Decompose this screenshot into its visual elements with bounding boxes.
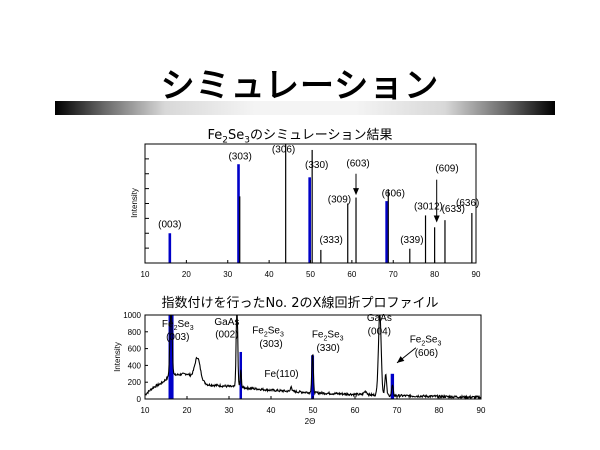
xrd-axes: 0 200 400 600 800 1000 10 20 30 40 50 60 70 80 90 — [123, 311, 486, 415]
peak-index-label: (603) — [346, 159, 369, 170]
peak-index-label: (333) — [320, 235, 343, 246]
xrd-annotations: Fe2Se3(003)GaAs(002) Fe2Se3(303)Fe(110)Fe… — [162, 313, 442, 380]
peak-annotation: (303) — [259, 339, 282, 350]
peak-index-label: (633) — [442, 204, 465, 215]
x-tick-label: 20 — [182, 270, 191, 279]
x-tick-label: 60 — [351, 406, 360, 415]
x-tick-label: 80 — [430, 270, 439, 279]
simulation-axes: 10 20 30 40 50 60 70 80 90 — [141, 143, 481, 279]
x-tick-label: 40 — [267, 406, 276, 415]
x-tick-label: 70 — [393, 406, 402, 415]
y-tick-label: 0 — [137, 395, 142, 404]
peak-index-label: (609) — [435, 163, 458, 174]
peak-annotation: Fe2Se3 — [410, 335, 442, 348]
peak-index-label: (339) — [400, 235, 423, 246]
peak-annotation: (002) — [215, 330, 238, 341]
y-tick-label: 600 — [128, 345, 142, 354]
title-gradient-bar — [55, 101, 555, 115]
xrd-trace — [144, 314, 482, 400]
peak-annotation: (004) — [368, 326, 391, 337]
x-tick-label: 30 — [223, 270, 232, 279]
caption-rest: のシミュレーション結果 — [250, 128, 393, 143]
y-tick-label: 1000 — [123, 311, 141, 320]
chart2-x-axis-label: 2Θ — [305, 417, 316, 426]
x-tick-label: 50 — [309, 406, 318, 415]
peak-index-label: (003) — [158, 219, 181, 230]
y-tick-label: 200 — [128, 378, 142, 387]
simulation-chart: 10 20 30 40 50 60 70 80 90 (003)(303)(306)(330)(… — [130, 143, 481, 279]
peak-annotation: GaAs — [367, 313, 392, 324]
arrow-head — [353, 188, 360, 196]
caption-se: Se — [228, 128, 245, 143]
chart2-caption: 指数付けを行ったNo. 2のX線回折プロファイル — [161, 296, 439, 311]
x-tick-label: 50 — [306, 270, 315, 279]
peak-annotation: Fe2Se3 — [252, 325, 284, 338]
peak-annotation: Fe2Se3 — [162, 319, 194, 332]
peak-index-label: (636) — [456, 198, 479, 209]
peak-highlight-bar — [311, 355, 315, 399]
chart1-caption: Fe2Se3のシミュレーション結果 — [0, 124, 600, 146]
highlighted-peaks — [168, 315, 395, 399]
arrow-head — [433, 215, 440, 223]
peak-index-label: (330) — [305, 160, 328, 171]
x-tick-label: 90 — [472, 270, 481, 279]
x-tick-label: 80 — [435, 406, 444, 415]
x-tick-label: 60 — [347, 270, 356, 279]
arrow-head — [397, 356, 405, 363]
peak-index-label: (303) — [228, 151, 251, 162]
x-tick-label: 10 — [141, 406, 150, 415]
peak-annotation: Fe(110) — [264, 369, 298, 380]
x-tick-label: 30 — [225, 406, 234, 415]
peak-bar-highlight — [168, 233, 172, 263]
peak-index-label: (309) — [328, 194, 351, 205]
x-tick-label: 70 — [389, 270, 398, 279]
peak-annotation: Fe2Se3 — [312, 330, 344, 343]
chart1-y-axis-label: Intensity — [130, 188, 139, 218]
peak-annotation: (003) — [166, 332, 189, 343]
x-tick-label: 40 — [265, 270, 274, 279]
y-tick-label: 400 — [128, 361, 142, 370]
peak-index-label: (606) — [382, 188, 405, 199]
peak-bar-highlight — [237, 164, 240, 263]
caption-fe: Fe — [207, 128, 223, 143]
peak-bar-highlight — [385, 201, 388, 263]
peak-annotation: GaAs — [214, 317, 239, 328]
peak-bar-highlight — [308, 177, 311, 263]
x-tick-label: 10 — [141, 270, 150, 279]
simulation-peaks — [168, 144, 473, 263]
y-tick-label: 800 — [128, 328, 142, 337]
simulation-annotations: (003) (303) (306) (330) (309) (603) (606) (333)… — [158, 144, 479, 245]
peak-index-label: (306) — [272, 144, 295, 155]
caption-sub-3: 3 — [244, 135, 250, 146]
slide-title: シミュレーション — [160, 66, 440, 106]
x-tick-label: 90 — [477, 406, 486, 415]
x-tick-label: 20 — [183, 406, 192, 415]
caption-sub-2: 2 — [222, 135, 229, 146]
peak-annotation: (606) — [415, 348, 438, 359]
peak-highlight-bar — [168, 315, 174, 399]
chart2-y-axis-label: Intensity — [113, 342, 122, 372]
peak-index-label: (3012) — [414, 201, 443, 212]
peak-annotation: (330) — [316, 343, 339, 354]
